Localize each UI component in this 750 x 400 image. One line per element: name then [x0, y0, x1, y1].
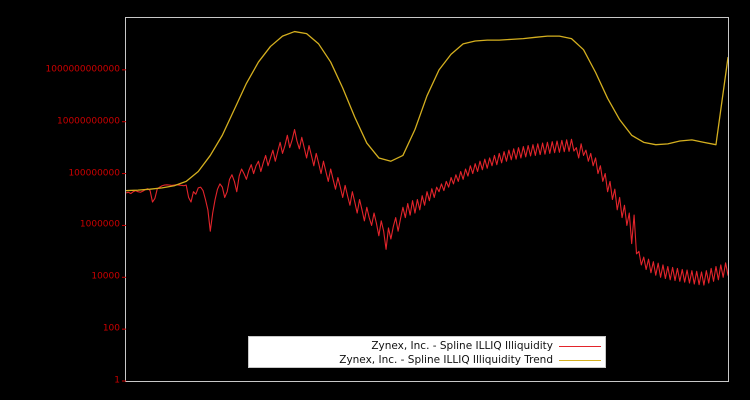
legend-entry-illiquidity-trend-series[interactable]: Zynex, Inc. - Spline ILLIQ Illiquidity T…	[249, 353, 605, 367]
series-line	[126, 128, 728, 286]
legend-color-swatch	[559, 359, 601, 361]
plot-area-frame	[125, 17, 729, 382]
series-group	[126, 30, 728, 286]
chart-legend[interactable]: Zynex, Inc. - Spline ILLIQ Illiquidity Zy…	[248, 336, 606, 368]
y-tick-label: 1000000000000	[45, 64, 120, 75]
legend-entry-illiquidity-series[interactable]: Zynex, Inc. - Spline ILLIQ Illiquidity	[249, 339, 605, 353]
legend-label: Zynex, Inc. - Spline ILLIQ Illiquidity T…	[339, 354, 553, 366]
y-tick-label: 100000000	[68, 168, 120, 179]
legend-color-swatch	[559, 345, 601, 347]
series-line	[126, 30, 728, 192]
y-axis-ticks	[122, 69, 126, 382]
y-tick-label: 10000000000	[57, 116, 120, 127]
y-tick-label: 1000000	[79, 219, 120, 230]
y-tick-label: 10000	[91, 271, 120, 282]
y-tick-label: 100	[102, 323, 120, 334]
y-tick-label: 1	[114, 375, 120, 386]
legend-label: Zynex, Inc. - Spline ILLIQ Illiquidity	[371, 340, 553, 352]
